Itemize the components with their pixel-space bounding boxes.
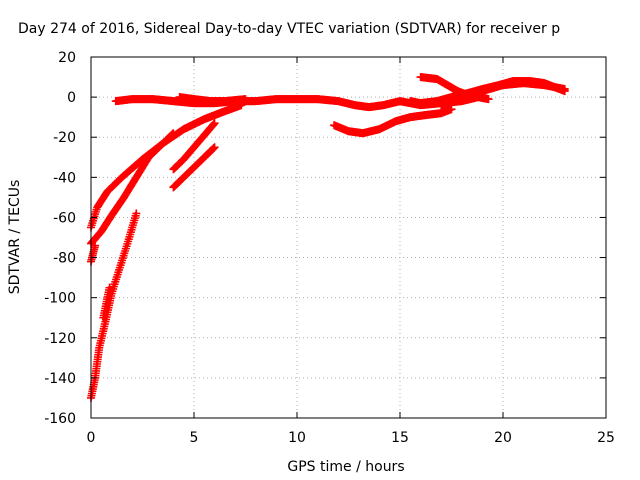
- x-axis: 0 5 10 15 20 25: [87, 57, 615, 446]
- series-9: [330, 105, 456, 138]
- y-tick-label: 20: [58, 50, 76, 66]
- y-tick-label: -160: [44, 411, 76, 427]
- x-tick-label: 0: [87, 430, 96, 446]
- data-point-marker: [210, 143, 219, 152]
- series-6: [169, 143, 219, 192]
- series-3: [87, 241, 100, 266]
- data-point-marker: [169, 129, 178, 138]
- series-5: [169, 119, 219, 174]
- y-tick-label: -120: [44, 331, 76, 347]
- data-point-marker: [241, 95, 250, 104]
- series-1: [87, 129, 178, 248]
- y-tick-label: -40: [53, 170, 76, 186]
- y-tick-label: 0: [67, 90, 76, 106]
- data-point-marker: [210, 119, 219, 128]
- y-tick-label: -60: [53, 210, 76, 226]
- chart-title: Day 274 of 2016, Sidereal Day-to-day VTE…: [18, 21, 560, 37]
- y-axis: 20 0 -20 -40 -60 -80 -100 -120 -140 -160: [44, 50, 606, 427]
- data-marks: [87, 73, 569, 402]
- data-point-marker: [447, 105, 456, 114]
- y-tick-label: -100: [44, 291, 76, 307]
- y-tick-label: -80: [53, 251, 76, 267]
- x-tick-label: 15: [391, 430, 409, 446]
- series-8: [175, 93, 250, 106]
- plot-frame: [90, 56, 607, 419]
- data-point-marker: [105, 283, 114, 292]
- data-point-marker: [132, 209, 141, 218]
- data-point-marker: [91, 241, 100, 250]
- x-tick-label: 5: [190, 430, 199, 446]
- x-tick-label: 20: [494, 430, 512, 446]
- grid: [91, 57, 606, 418]
- x-tick-label: 25: [597, 430, 615, 446]
- y-tick-label: -140: [44, 371, 76, 387]
- y-axis-label: SDTVAR / TECUs: [7, 180, 23, 295]
- series-4: [99, 283, 114, 322]
- x-tick-label: 10: [288, 430, 306, 446]
- x-axis-label: GPS time / hours: [287, 459, 404, 475]
- data-point-marker: [560, 85, 569, 94]
- y-tick-label: -20: [53, 130, 76, 146]
- data-point-marker: [484, 95, 493, 104]
- series-12: [437, 79, 569, 110]
